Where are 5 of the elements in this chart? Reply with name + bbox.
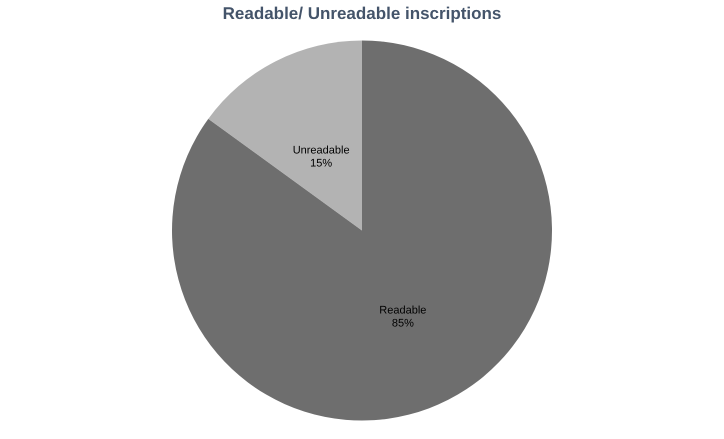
- data-label: 15%: [310, 157, 332, 170]
- slice-label: Unreadable: [292, 144, 350, 156]
- chart-title: Readable/ Unreadable inscriptions: [222, 4, 502, 23]
- data-label: 85%: [392, 318, 414, 330]
- slice-label: Readable: [379, 304, 426, 317]
